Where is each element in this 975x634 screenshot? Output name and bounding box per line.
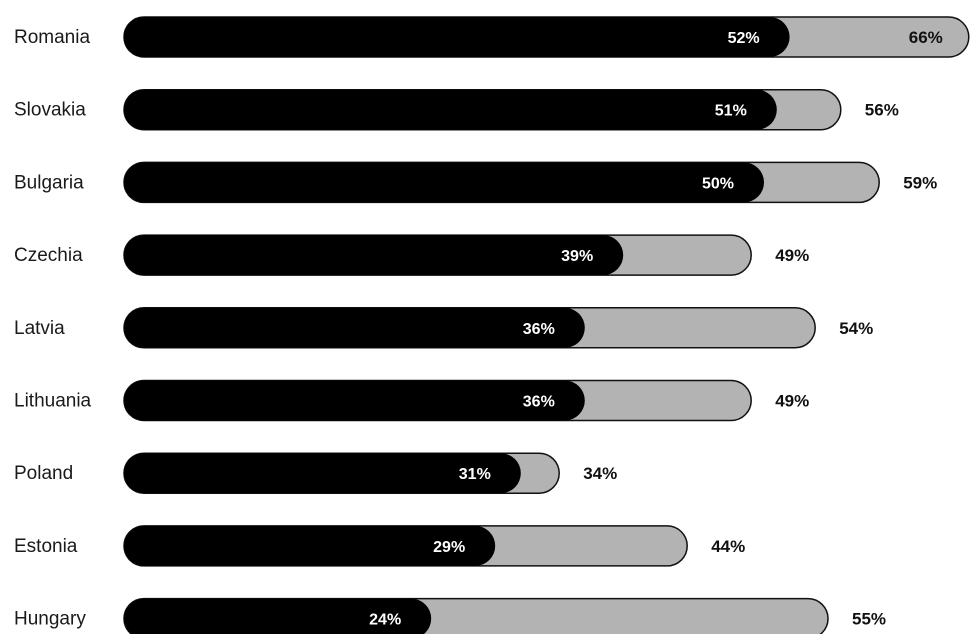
primary-bar: [124, 17, 790, 57]
total-value-label: 49%: [775, 392, 809, 411]
row-poland: Poland 31% 34%: [14, 452, 617, 494]
category-label: Lithuania: [14, 391, 92, 412]
value-label: 52%: [728, 30, 760, 47]
value-label: 51%: [715, 103, 747, 120]
row-lithuania: Lithuania 36% 49%: [14, 379, 809, 422]
total-value-label: 56%: [865, 101, 899, 120]
row-latvia: Latvia 36% 54%: [14, 307, 873, 349]
chart-rows: Romania 52% 66% Slovakia 51% 56% Bulgaria 50% 59…: [14, 16, 970, 634]
value-label: 24%: [369, 612, 401, 629]
row-czechia: Czechia 39% 49%: [14, 234, 809, 276]
total-value-label: 44%: [711, 537, 745, 556]
primary-bar: [124, 598, 432, 634]
primary-bar: [124, 307, 585, 348]
primary-bar: [124, 235, 624, 276]
category-label: Slovakia: [14, 100, 86, 121]
total-value-label: 59%: [903, 173, 937, 192]
value-label: 36%: [523, 394, 555, 411]
total-value-label: 66%: [909, 28, 943, 47]
total-value-label: 55%: [852, 610, 886, 629]
primary-bar: [124, 162, 765, 203]
row-estonia: Estonia 29% 44%: [14, 525, 745, 567]
primary-bar: [124, 525, 496, 566]
category-label: Latvia: [14, 318, 65, 339]
value-label: 50%: [702, 175, 734, 192]
row-hungary: Hungary 24% 55%: [14, 597, 886, 634]
category-label: Romania: [14, 27, 90, 48]
category-label: Bulgaria: [14, 172, 84, 193]
value-label: 29%: [433, 539, 465, 556]
primary-bar: [124, 453, 521, 494]
total-value-label: 34%: [583, 464, 617, 483]
value-label: 39%: [561, 248, 593, 265]
row-romania: Romania 52% 66%: [14, 16, 970, 58]
total-value-label: 54%: [839, 319, 873, 338]
row-slovakia: Slovakia 51% 56%: [14, 88, 899, 131]
category-label: Hungary: [14, 609, 86, 630]
primary-bar: [124, 380, 585, 421]
category-label: Poland: [14, 463, 73, 484]
value-label: 31%: [459, 466, 491, 483]
category-label: Czechia: [14, 245, 83, 266]
category-label: Estonia: [14, 536, 78, 557]
row-bulgaria: Bulgaria 50% 59%: [14, 161, 937, 204]
total-value-label: 49%: [775, 246, 809, 265]
value-label: 36%: [523, 321, 555, 338]
primary-bar: [124, 89, 777, 130]
